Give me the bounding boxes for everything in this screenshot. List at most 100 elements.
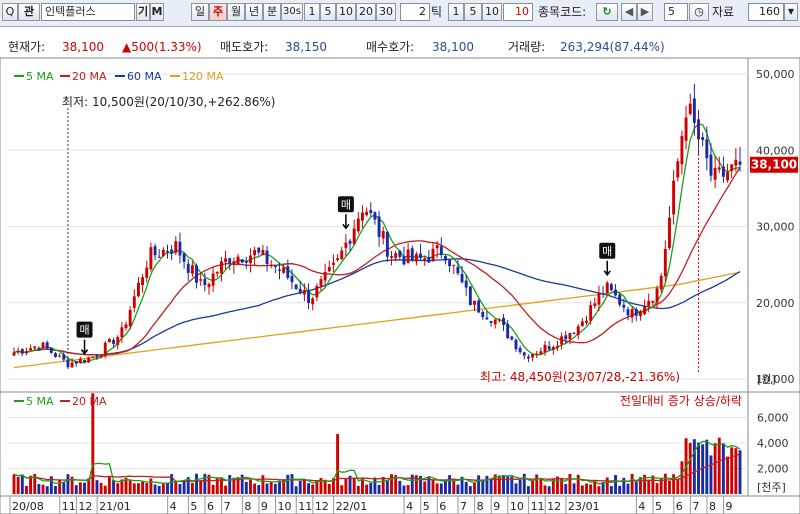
candle-body xyxy=(107,338,111,343)
candle-body xyxy=(45,342,49,349)
date-tick-label: 5 xyxy=(423,500,430,513)
volume-bar xyxy=(551,478,555,494)
period-year-button[interactable]: 년 xyxy=(245,3,263,21)
candle-body xyxy=(70,362,74,368)
chart-type-button[interactable]: 관 xyxy=(18,3,40,21)
tick-input[interactable]: 2 xyxy=(400,3,430,21)
clock-button[interactable]: ◷ xyxy=(689,3,709,21)
unit-20-button[interactable]: 20 xyxy=(356,3,376,21)
volume-bar xyxy=(315,480,319,494)
stock-name-field[interactable]: 인텍플러스 xyxy=(41,3,135,21)
volume-bar xyxy=(481,480,485,494)
date-tick-label: 20/08 xyxy=(12,500,44,513)
candle-body xyxy=(564,335,568,340)
date-tick-label: 8 xyxy=(709,500,716,513)
unit-1-button[interactable]: 1 xyxy=(304,3,320,21)
volume-bar xyxy=(672,474,676,494)
next-button[interactable]: ▶ xyxy=(637,3,653,21)
candle-body xyxy=(439,246,443,255)
candle-body xyxy=(655,288,659,303)
volume-bar xyxy=(423,481,427,494)
period-minute-button[interactable]: 분 xyxy=(263,3,281,21)
gi-button[interactable]: 기 xyxy=(136,3,150,21)
candle-body xyxy=(369,210,373,213)
period-day-button[interactable]: 일 xyxy=(191,3,209,21)
volume-tick-label: 2,000 xyxy=(757,463,789,476)
refresh-button[interactable]: ↻ xyxy=(596,3,618,21)
candle-body xyxy=(638,312,642,316)
unit-5-button[interactable]: 5 xyxy=(320,3,336,21)
candle-body xyxy=(261,250,265,255)
volume-bar xyxy=(219,477,223,494)
candle-body xyxy=(257,247,261,253)
volume-bar xyxy=(215,477,219,494)
candle-body xyxy=(161,249,165,256)
data-count-dropdown[interactable]: ▼ xyxy=(784,3,798,21)
period-month-button[interactable]: 월 xyxy=(227,3,245,21)
date-axis-bar xyxy=(0,495,800,514)
candle-body xyxy=(402,256,406,265)
volume-bar xyxy=(269,481,273,494)
candle-body xyxy=(688,103,692,115)
candle-body xyxy=(344,242,348,248)
volume-bar xyxy=(697,442,700,494)
candle-body xyxy=(219,261,223,274)
volume-bar xyxy=(12,474,16,494)
candle-body xyxy=(348,240,352,244)
candle-body xyxy=(539,351,543,355)
candle-body xyxy=(228,258,232,264)
candle-body xyxy=(497,319,501,321)
volume-bar xyxy=(286,474,290,494)
prev-button[interactable]: ◀ xyxy=(621,3,637,21)
volume-bar xyxy=(203,473,207,494)
candle-body xyxy=(232,261,236,265)
volume-bar xyxy=(576,474,580,494)
data-count-input[interactable]: 160 xyxy=(748,3,784,21)
candle-body xyxy=(651,300,655,303)
volume-bar xyxy=(340,485,344,494)
candle-body xyxy=(319,279,323,286)
candle-body xyxy=(659,275,663,290)
stock-code-label: 종목코드: xyxy=(538,5,587,19)
period-30s-button[interactable]: 30s xyxy=(281,3,303,21)
tick-5-button[interactable]: 5 xyxy=(464,3,482,21)
volume-bar xyxy=(394,475,398,494)
volume-bar xyxy=(626,483,630,494)
volume-bar xyxy=(323,479,327,494)
candle-body xyxy=(95,355,99,358)
search-button[interactable]: Q xyxy=(2,3,18,21)
step-count-input[interactable]: 5 xyxy=(664,3,688,21)
m-button[interactable]: M xyxy=(150,3,164,21)
volume-legend-label: 20 MA xyxy=(72,395,107,408)
tick-10-button[interactable]: 10 xyxy=(482,3,502,21)
current-price-badge-label: 38,100 xyxy=(751,158,797,172)
volume-bar xyxy=(398,480,402,494)
candle-body xyxy=(282,267,286,273)
candle-body xyxy=(385,232,389,257)
volume-bar xyxy=(45,486,49,494)
candle-body xyxy=(20,349,24,354)
volume-bar xyxy=(170,474,174,494)
volume-bar xyxy=(659,478,663,494)
volume-bar xyxy=(485,475,489,494)
candle-body xyxy=(236,256,240,265)
candle-body xyxy=(62,354,66,360)
candle-body xyxy=(286,266,290,278)
unit-30-button[interactable]: 30 xyxy=(376,3,396,21)
arrow-right-icon: ▶ xyxy=(640,5,650,18)
volume-bar xyxy=(78,482,82,494)
volume-bar xyxy=(211,484,215,494)
volume-bar xyxy=(20,474,24,494)
tick-count-input[interactable]: 10 xyxy=(503,3,533,21)
price-tick-label: 20,000 xyxy=(756,297,795,310)
volume-label: 거래량: xyxy=(508,40,546,54)
candle-body xyxy=(78,358,82,363)
candle-body xyxy=(91,356,95,358)
volume-bar xyxy=(597,486,601,494)
tick-1-button[interactable]: 1 xyxy=(448,3,464,21)
candle-body xyxy=(493,319,497,325)
unit-10-button[interactable]: 10 xyxy=(336,3,356,21)
date-tick-label: 12 xyxy=(547,500,561,513)
volume-bar xyxy=(70,476,74,494)
period-week-button[interactable]: 주 xyxy=(209,3,227,21)
